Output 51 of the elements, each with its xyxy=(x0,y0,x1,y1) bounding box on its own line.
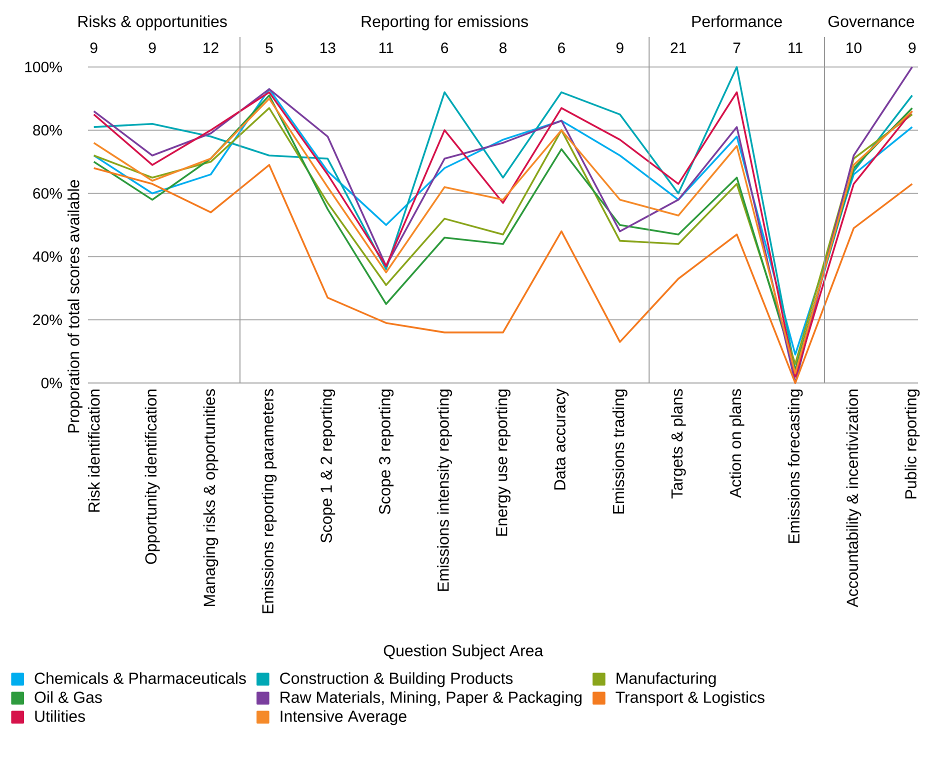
x-tick-label: Emissions reporting parameters xyxy=(262,389,277,614)
y-axis-title: Proporation of total scores available xyxy=(68,180,82,432)
y-tick-label: 0% xyxy=(41,378,62,388)
x-tick-label: Emissions trading xyxy=(612,390,628,514)
text: Reporting for emissions xyxy=(362,15,528,30)
legend-label: Utilities xyxy=(35,710,85,722)
x-tick-label: Managing risks & opportunities xyxy=(203,389,218,606)
text: 8 xyxy=(499,42,507,54)
legend-label: Chemicals & Pharmaceuticals xyxy=(34,672,246,684)
text: 11 xyxy=(788,42,802,54)
y-tick-label: 60% xyxy=(33,188,62,199)
x-axis-title: Question Subject Area xyxy=(384,644,544,660)
text: Risks & opportunities xyxy=(78,15,227,30)
legend-label: Construction & Building Products xyxy=(280,672,513,688)
legend-label: Transport & Logistics xyxy=(616,691,764,706)
legend-label: Raw Materials, Mining, Paper & Packaging xyxy=(280,691,582,706)
x-tick-label: Action on plans xyxy=(729,389,744,498)
text: Performance xyxy=(692,15,782,28)
y-tick-label: 100% xyxy=(25,62,62,72)
x-tick-label: Energy use reporting xyxy=(496,390,510,536)
x-tick-label: Data accuracy xyxy=(554,388,569,490)
y-tick-label: 80% xyxy=(33,124,62,136)
legend-label: Manufacturing xyxy=(616,672,716,688)
text: 13 xyxy=(320,42,336,54)
x-tick-label: Opportunity identification xyxy=(144,390,160,564)
x-tick-label: Accountability & incentivization xyxy=(846,390,862,608)
text: 11 xyxy=(379,42,394,54)
text: 9 xyxy=(908,42,916,54)
text: Governance xyxy=(828,16,914,28)
x-tick-label: Scope 3 reporting xyxy=(378,390,394,514)
legend-label: Oil & Gas xyxy=(34,691,102,703)
x-tick-label: Public reporting xyxy=(904,390,920,498)
x-tick-label: Risk identification xyxy=(88,390,100,512)
x-tick-label: Targets & plans xyxy=(670,389,686,498)
text: 5 xyxy=(266,42,273,54)
line-series xyxy=(92,164,914,384)
text: 21 xyxy=(670,42,686,54)
text: 10 xyxy=(846,42,862,54)
y-tick-label: 40% xyxy=(32,251,62,262)
text: 6 xyxy=(441,42,448,54)
y-tick-label: 20% xyxy=(33,314,62,326)
text: 9 xyxy=(148,42,156,54)
x-tick-label: Scope 1 & 2 reporting xyxy=(320,390,336,543)
text: 6 xyxy=(558,42,565,54)
x-tick-label: Emissions forecasting xyxy=(788,390,803,543)
legend-label: Intensive Average xyxy=(280,710,406,726)
text: 9 xyxy=(90,42,98,54)
text: 7 xyxy=(733,42,740,54)
x-tick-label: Emissions intensity reporting xyxy=(437,390,452,591)
text: 12 xyxy=(204,42,218,54)
text: 9 xyxy=(616,42,624,54)
